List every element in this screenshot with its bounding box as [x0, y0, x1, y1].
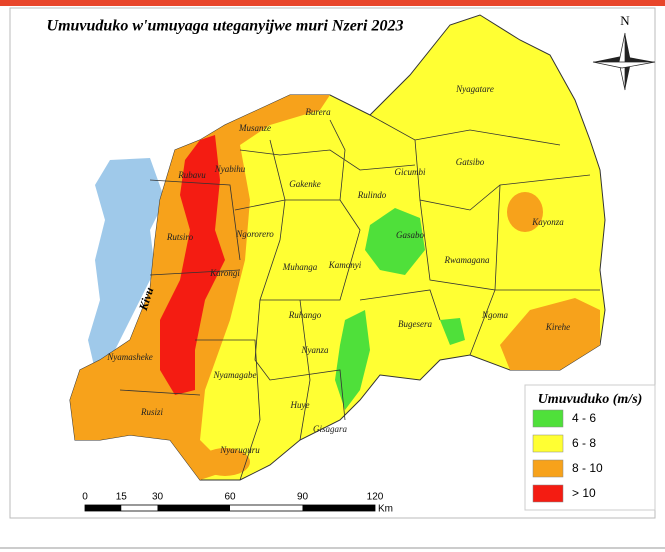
scale-tick-label: 90 [297, 492, 309, 503]
district-label: Ngoma [481, 310, 509, 320]
district-label: Musanze [238, 123, 271, 133]
legend-label: 4 - 6 [572, 411, 596, 425]
scale-bar-segment [85, 505, 122, 511]
north-arrow [592, 32, 656, 91]
zone-orange [507, 192, 543, 232]
zone-green [365, 208, 425, 275]
zone-green [440, 318, 465, 345]
district-label: Nyagatare [455, 84, 494, 94]
district-label: Rusizi [140, 407, 164, 417]
district-label: Rwamagana [444, 255, 491, 265]
district-label: Kirehe [545, 322, 570, 332]
zone-red [160, 135, 225, 395]
district-label: Huye [290, 400, 310, 410]
legend-label: 6 - 8 [572, 436, 596, 450]
legend-swatch [532, 434, 564, 453]
scale-tick-label: 120 [367, 492, 384, 503]
district-label: Nyamasheke [106, 352, 152, 362]
district-label: Rutsiro [166, 232, 194, 242]
district-label: Gasabo [396, 230, 425, 240]
legend-swatch [532, 409, 564, 428]
district-label: Gakenke [289, 179, 320, 189]
district-label: Kamonyi [328, 260, 362, 270]
district-label: Ruhango [288, 310, 322, 320]
district-label: Muhanga [282, 262, 318, 272]
scale-unit: Km [378, 504, 393, 515]
district-label: Kayonza [531, 217, 564, 227]
district-borders [119, 114, 600, 481]
zone-green [335, 310, 370, 410]
zone-orange [500, 298, 600, 370]
legend-label: 8 - 10 [572, 461, 603, 475]
legend-swatch [532, 484, 564, 503]
district-label: Ngororero [235, 229, 274, 239]
district-label: Bugesera [398, 319, 432, 329]
scale-tick-label: 30 [152, 492, 164, 503]
scale-bar-segment [302, 505, 375, 511]
legend-title: Umuvuduko (m/s) [538, 392, 643, 407]
district-label: Burera [305, 107, 331, 117]
district-label: Karongi [209, 268, 240, 278]
legend-label: > 10 [572, 486, 596, 500]
district-label: Gicumbi [395, 167, 426, 177]
district-label: Nyamagabe [213, 370, 257, 380]
zone-orange [200, 448, 250, 476]
north-label: N [620, 13, 630, 28]
district-label: Nyabihu [214, 164, 246, 174]
district-label: Nyanza [301, 345, 330, 355]
lake [88, 158, 165, 370]
scale-tick-label: 0 [82, 492, 88, 503]
scale-tick-label: 15 [116, 492, 128, 503]
legend-swatch [532, 459, 564, 478]
district-label: Gisagara [313, 424, 348, 434]
scale-bar-segment [157, 505, 230, 511]
top-strip [0, 0, 665, 6]
district-label: Gatsibo [456, 157, 485, 167]
map-title: Umuvuduko w'umuyaga uteganyijwe muri Nze… [47, 18, 404, 35]
district-label: Rulindo [357, 190, 387, 200]
district-label: Nyaruguru [219, 445, 260, 455]
district-label: Rubavu [177, 170, 206, 180]
scale-tick-label: 60 [224, 492, 236, 503]
